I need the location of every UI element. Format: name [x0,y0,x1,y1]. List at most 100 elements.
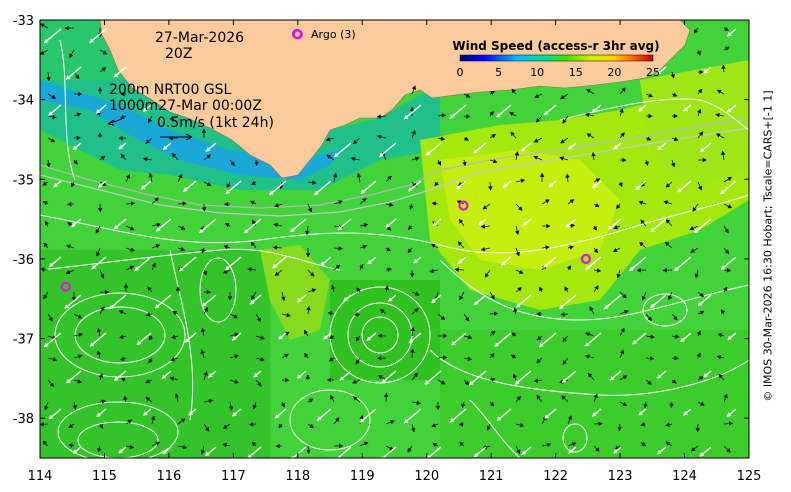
current-arrow-head [689,225,695,231]
current-arrow-head [350,156,356,162]
x-tick-label: 124 [672,469,697,484]
current-arrow-head [234,354,240,359]
x-tick-label: 115 [92,469,117,484]
wind-arrow-head [657,145,663,151]
current-arrow-head [280,402,286,408]
current-arrow-head [489,352,495,358]
wind-arrow-head [66,378,71,384]
wind-arrow-head [699,147,705,153]
current-arrow-head [596,268,602,273]
current-arrow-head [64,25,69,31]
credit-text: © IMOS 30-Mar-2026 16:30 Hobart; Tscale=… [761,90,775,402]
current-arrow-head [203,371,208,376]
current-arrow-head [203,307,208,312]
current-arrow-head [119,114,125,120]
current-arrow-head [619,349,625,355]
current-arrow-head [407,248,413,254]
wind-arrow-head [316,416,322,421]
wind-arrow-head [249,299,255,305]
wind-arrow-head [91,264,96,270]
current-arrow-head [352,396,358,401]
x-tick-label: 121 [479,469,504,484]
y-tick-label: -37 [13,333,34,348]
wind-arrow-head [379,152,384,158]
wind-arrow-head [514,380,520,385]
current-arrow-head [312,180,317,185]
current-arrow-head [171,334,176,340]
current-arrow-head [180,225,186,230]
current-arrow-head [411,129,416,135]
wind-arrow-head [72,449,78,454]
current-arrow-head [516,449,521,455]
wind-arrow-head [403,114,409,120]
map-time: 20Z [165,46,193,62]
current-arrow-head [457,241,463,246]
argo-float-marker [60,281,71,292]
current-arrow-head [726,447,731,453]
current-arrow-head [260,335,265,340]
current-arrow-head [536,311,541,317]
current-arrow-head [647,316,653,322]
wind-arrow-head [360,189,366,194]
wind-arrow-head [113,72,119,78]
current-arrow-head [648,93,654,98]
wind-arrow-head [183,187,188,192]
current-arrow-head [273,222,279,228]
current-arrow-head [77,354,83,359]
current-arrow-head [560,94,566,100]
current-arrow-head [97,132,103,137]
current-arrow-head [410,326,416,332]
wind-arrow-head [232,411,237,417]
current-arrow-head [560,312,565,317]
current-arrow-head [76,112,82,117]
wind-arrow-head [496,416,502,421]
current-arrow-head [646,136,652,141]
current-arrow-head [694,273,700,279]
current-arrow-head [120,153,126,159]
current-arrow-head [182,444,188,450]
current-arrow-head [129,265,135,270]
wind-arrow-head [71,222,77,228]
argo-legend-label: Argo (3) [311,28,356,41]
current-arrow-head [77,379,83,384]
x-tick-label: 119 [350,469,375,484]
current-arrow-head [95,229,100,234]
current-arrow-head [222,269,228,274]
current-arrow-head [702,157,708,163]
wind-arrow-head [650,227,656,233]
current-arrow-head [595,178,601,183]
current-arrow-head [42,181,48,186]
wind-arrow-head [253,372,259,378]
wind-arrow-head [697,301,703,307]
wind-arrow-head [154,304,160,309]
current-arrow-head [723,286,728,292]
argo-legend-marker [291,28,303,40]
current-arrow-head [284,377,290,383]
wind-arrow-head [451,340,456,346]
current-arrow-head [148,358,153,364]
current-arrow-head [49,382,55,388]
current-arrow-head [723,393,728,399]
current-arrow-head [480,224,486,229]
current-arrow-head [665,441,671,446]
wind-arrow-head [43,38,49,44]
current-arrow-head [150,415,156,421]
current-arrow-head [274,271,280,277]
current-arrow-head [65,269,71,275]
current-arrow-head [718,373,724,379]
current-arrow-head [519,422,525,428]
current-arrow-head [332,172,338,178]
current-arrow-head [100,305,105,311]
wind-arrow-head [108,304,114,310]
wind-arrow-head [703,372,709,378]
wind-arrow-head [538,342,544,348]
current-arrow-head [355,336,361,342]
current-arrow-head [208,398,214,404]
wind-arrow-head [48,262,54,268]
current-arrow-head [442,355,448,360]
current-arrow-head [148,172,154,178]
current-arrow-head [42,440,48,446]
wind-arrow-head [333,152,339,158]
current-arrow-head [200,349,205,354]
current-arrow-head [309,271,315,277]
